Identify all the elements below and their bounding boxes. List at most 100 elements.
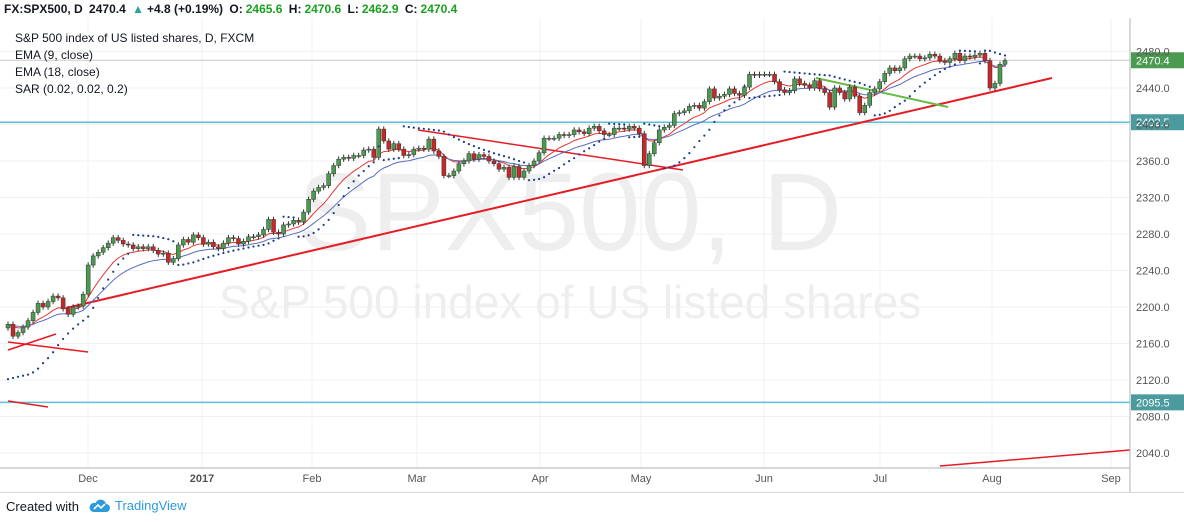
- candle-body: [115, 237, 121, 241]
- candle-body: [922, 57, 928, 60]
- candle-body: [952, 53, 958, 60]
- y-tick-label: 2480.0: [1136, 47, 1170, 59]
- horizontal-levels[interactable]: 2402.5 2095.5 2470.4: [0, 52, 1184, 411]
- candle-body: [556, 134, 562, 139]
- sar-dot: [758, 95, 761, 99]
- sar-dot: [412, 126, 415, 129]
- candle-body: [637, 127, 642, 134]
- sar-dot: [828, 74, 831, 77]
- candle-body: [30, 312, 36, 321]
- sar-dot: [883, 112, 886, 115]
- candle-body: [136, 246, 141, 249]
- candle-body: [732, 88, 737, 94]
- trendline[interactable]: [7, 400, 49, 408]
- candle-body: [50, 295, 56, 302]
- candle-body: [737, 93, 742, 96]
- candle-body: [932, 53, 938, 57]
- sar-dot: [658, 125, 661, 128]
- sar-dot: [302, 235, 305, 238]
- watermark: SPX500, D S&P 500 index of US listed sha…: [219, 151, 921, 328]
- sar-dot: [62, 337, 65, 341]
- trendline[interactable]: [7, 333, 57, 351]
- candle-body: [331, 165, 336, 175]
- sar-dot: [958, 49, 962, 52]
- candle-body: [897, 67, 903, 71]
- x-tick-label: Jul: [873, 473, 887, 485]
- candle-body: [446, 175, 452, 177]
- sar-dot: [347, 186, 350, 190]
- trendline[interactable]: [815, 77, 949, 108]
- trendline[interactable]: [65, 77, 1053, 309]
- trendline[interactable]: [939, 449, 1131, 467]
- candle-body: [561, 134, 567, 136]
- legend-ema18[interactable]: EMA (18, close): [15, 65, 100, 79]
- candle-body: [762, 74, 767, 76]
- x-tick-label: Feb: [303, 473, 322, 485]
- sar-dot: [678, 161, 681, 164]
- sar-dot: [663, 167, 666, 170]
- sar-dot: [708, 128, 711, 131]
- candle-body: [571, 129, 577, 135]
- last-price-label: 2470.4: [1136, 55, 1170, 67]
- candle-body: [426, 138, 432, 150]
- price-chart[interactable]: SPX500, D S&P 500 index of US listed sha…: [0, 0, 1184, 492]
- candle-body: [431, 138, 437, 152]
- time-axis[interactable]: Dec 2017 Feb Mar Apr May Jun Jul Aug Sep: [0, 467, 1130, 485]
- sar-dot: [147, 234, 150, 237]
- legend-title[interactable]: S&P 500 index of US listed shares, D, FX…: [15, 31, 255, 45]
- sar-dot: [277, 237, 280, 240]
- symbol-name[interactable]: FX:SPX500, D: [4, 2, 83, 16]
- sar-dot: [537, 177, 541, 181]
- candle-body: [491, 160, 497, 164]
- sar-dot: [447, 133, 450, 136]
- up-arrow-icon: ▲: [132, 2, 144, 16]
- candle-body: [341, 157, 346, 160]
- sar-dot: [162, 236, 165, 240]
- candle-body: [251, 236, 256, 238]
- sar-dot: [703, 134, 706, 137]
- candle-body: [276, 231, 281, 235]
- sar-dot: [292, 216, 295, 219]
- candle-body: [506, 167, 512, 178]
- sar-dot: [843, 78, 846, 81]
- y-tick-label: 2200.0: [1136, 302, 1170, 314]
- candle-body: [837, 87, 842, 93]
- sar-dots: [6, 49, 1007, 381]
- candle-body: [391, 143, 397, 150]
- candle-body: [226, 237, 231, 244]
- legend-ema9[interactable]: EMA (9, close): [15, 48, 94, 62]
- candle-body: [712, 88, 717, 99]
- sar-dot: [933, 74, 936, 77]
- candle-body: [1002, 60, 1008, 65]
- sar-dot: [668, 166, 671, 169]
- candle-body: [216, 246, 221, 249]
- candle-body: [386, 140, 392, 150]
- sar-dot: [142, 234, 145, 237]
- sar-dot: [137, 234, 140, 237]
- y-tick-label: 2280.0: [1136, 229, 1170, 241]
- sar-dot: [848, 79, 851, 82]
- sar-dot: [748, 96, 751, 100]
- legend-sar[interactable]: SAR (0.02, 0.02, 0.2): [15, 82, 128, 96]
- sar-dot: [527, 179, 531, 182]
- sar-dot: [908, 95, 911, 98]
- trendlines[interactable]: [7, 77, 1131, 467]
- candle-body: [707, 88, 712, 102]
- sar-dot: [167, 238, 170, 241]
- y-tick-label: 2160.0: [1136, 339, 1170, 351]
- x-tick-label: May: [631, 473, 652, 485]
- candle-body: [376, 128, 381, 158]
- tradingview-link[interactable]: TradingView: [88, 498, 187, 513]
- trendline[interactable]: [7, 341, 89, 353]
- sar-dot: [437, 129, 440, 132]
- sar-dot: [187, 262, 190, 265]
- price-axis[interactable]: 2040.0 2080.0 2120.0 2160.0 2200.0 2240.0 2280…: [1129, 18, 1170, 492]
- candle-body: [792, 78, 797, 91]
- candle-body: [626, 126, 632, 130]
- candle-body: [882, 73, 887, 82]
- candle-body: [486, 156, 492, 162]
- sar-dot: [97, 296, 100, 300]
- trendline[interactable]: [417, 129, 684, 171]
- sar-dot: [482, 148, 486, 151]
- candle-body: [722, 94, 727, 97]
